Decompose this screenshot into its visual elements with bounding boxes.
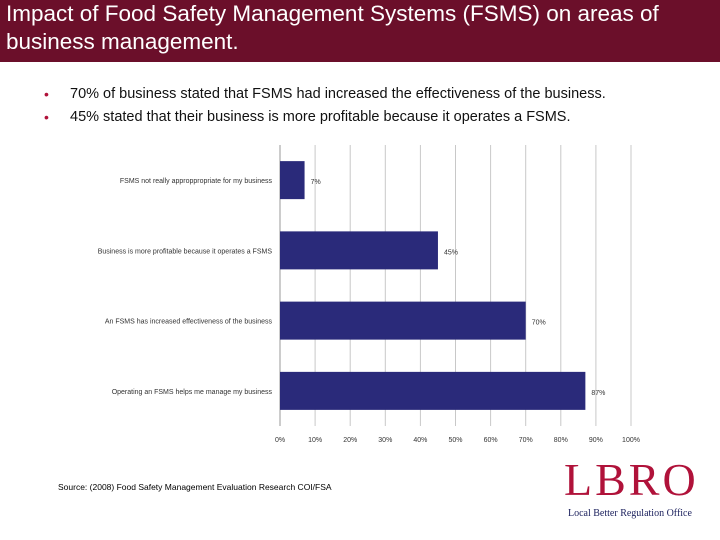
bullet-icon: • [44, 86, 49, 102]
source-note: Source: (2008) Food Safety Management Ev… [58, 482, 332, 492]
x-tick-label: 80% [554, 437, 568, 444]
slide-title: Impact of Food Safety Management Systems… [6, 1, 659, 54]
data-label: 45% [444, 249, 458, 256]
category-label: Business is more profitable because it o… [98, 248, 273, 255]
bullet-icon: • [44, 109, 49, 125]
bar [280, 231, 438, 270]
title-bar: Impact of Food Safety Management Systems… [0, 0, 720, 62]
bar-chart: FSMS not really approppropriate for my b… [98, 145, 640, 444]
bullet-text: 70% of business stated that FSMS had inc… [70, 86, 606, 102]
x-tick-label: 30% [378, 437, 392, 444]
x-tick-label: 10% [308, 437, 322, 444]
x-tick-label: 60% [484, 437, 498, 444]
x-tick-label: 0% [275, 437, 285, 444]
bar [280, 371, 586, 410]
category-label: FSMS not really approppropriate for my b… [120, 178, 273, 185]
x-tick-label: 50% [448, 437, 462, 444]
x-tick-label: 70% [519, 437, 533, 444]
bullet-list: • 70% of business stated that FSMS had in… [44, 83, 606, 129]
logo-tagline: Local Better Regulation Office [568, 508, 692, 519]
bullet-item: • 70% of business stated that FSMS had in… [44, 83, 606, 106]
data-label: 87% [591, 390, 605, 397]
category-label: Operating an FSMS helps me manage my bus… [112, 389, 273, 396]
lbro-logo: LBRO Local Better Regulation Office [560, 455, 700, 525]
bar [280, 301, 526, 340]
bullet-item: • 45% stated that their business is more … [44, 106, 606, 129]
data-label: 70% [532, 320, 546, 327]
bar [280, 161, 305, 200]
bullet-text: 45% stated that their business is more p… [70, 109, 571, 125]
logo-letters: LBRO [564, 454, 699, 505]
x-tick-label: 20% [343, 437, 357, 444]
data-label: 7% [311, 179, 321, 186]
x-tick-label: 90% [589, 437, 603, 444]
x-tick-label: 100% [622, 437, 640, 444]
category-label: An FSMS has increased effectiveness of t… [105, 319, 273, 326]
x-tick-label: 40% [413, 437, 427, 444]
